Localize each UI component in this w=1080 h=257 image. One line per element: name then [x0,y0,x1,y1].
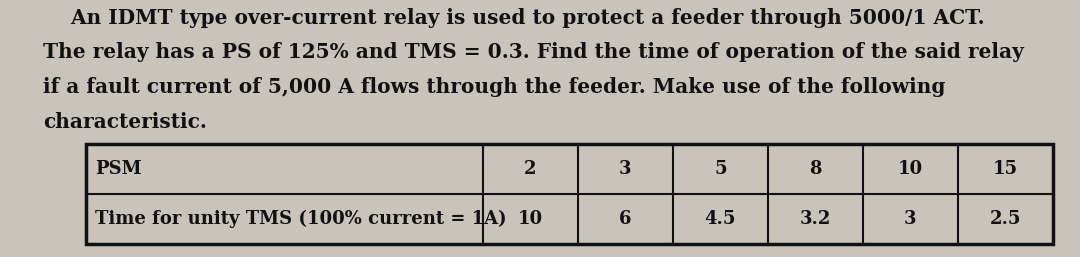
Text: characteristic.: characteristic. [43,112,207,132]
Text: An IDMT type over-current relay is used to protect a feeder through 5000/1 ACT.: An IDMT type over-current relay is used … [43,8,985,28]
Text: 15: 15 [993,160,1018,178]
Text: 3.2: 3.2 [799,210,832,228]
Text: 8: 8 [809,160,822,178]
Text: if a fault current of 5,000 A flows through the feeder. Make use of the followin: if a fault current of 5,000 A flows thro… [43,77,946,97]
Text: 3: 3 [619,160,632,178]
Text: 5: 5 [714,160,727,178]
Text: 2: 2 [524,160,537,178]
Text: 6: 6 [619,210,632,228]
Text: PSM: PSM [95,160,141,178]
Text: 3: 3 [904,210,917,228]
Text: The relay has a PS of 125% and TMS = 0.3. Find the time of operation of the said: The relay has a PS of 125% and TMS = 0.3… [43,42,1024,62]
Text: 2.5: 2.5 [989,210,1022,228]
Text: 10: 10 [517,210,543,228]
Bar [86,144,1053,244]
Text: Time for unity TMS (100% current = 1A): Time for unity TMS (100% current = 1A) [95,210,507,228]
Text: 4.5: 4.5 [704,210,737,228]
Text: 10: 10 [897,160,923,178]
